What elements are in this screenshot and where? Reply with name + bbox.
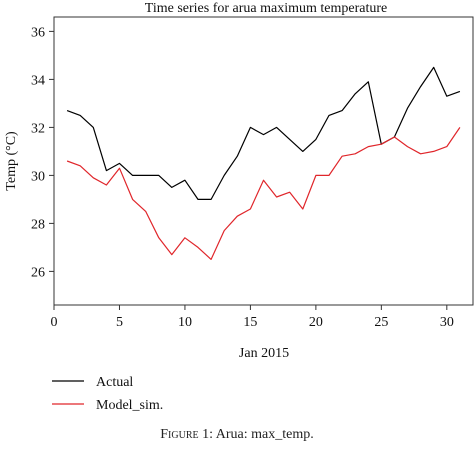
chart: Time series for arua maximum temperature… (4, 1, 474, 413)
series-line-model-sim (66, 127, 461, 260)
y-tick-label: 36 (31, 25, 45, 40)
x-tick-label: 0 (51, 315, 58, 330)
legend-label: Model_sim. (96, 398, 163, 413)
x-tick-label: 15 (243, 315, 257, 330)
y-axis-label: Temp (°C) (4, 131, 19, 191)
x-tick-label: 5 (116, 315, 123, 330)
legend-label: Actual (96, 375, 133, 390)
y-tick-label: 32 (31, 121, 45, 136)
y-tick-label: 34 (31, 73, 45, 88)
figure-caption-text: Arua: max_temp. (215, 427, 314, 442)
x-tick-label: 30 (440, 315, 454, 330)
y-tick-label: 30 (31, 169, 45, 184)
axes: 0 5 10 15 20 25 30 26 28 30 32 34 36 (31, 25, 454, 330)
figure-caption: Figure 1: Arua: max_temp. (0, 427, 474, 443)
x-tick-label: 10 (178, 315, 192, 330)
x-tick-label: 20 (309, 315, 323, 330)
figure-label: Figure 1: (160, 427, 213, 442)
x-tick-label: 25 (374, 315, 388, 330)
x-axis-label: Jan 2015 (239, 346, 289, 361)
plot-frame (53, 16, 474, 306)
legend: Actual Model_sim. (52, 375, 163, 413)
y-tick-label: 26 (31, 265, 45, 280)
y-tick-label: 28 (31, 217, 45, 232)
series-lines (66, 66, 461, 260)
chart-title: Time series for arua maximum temperature (145, 1, 387, 16)
